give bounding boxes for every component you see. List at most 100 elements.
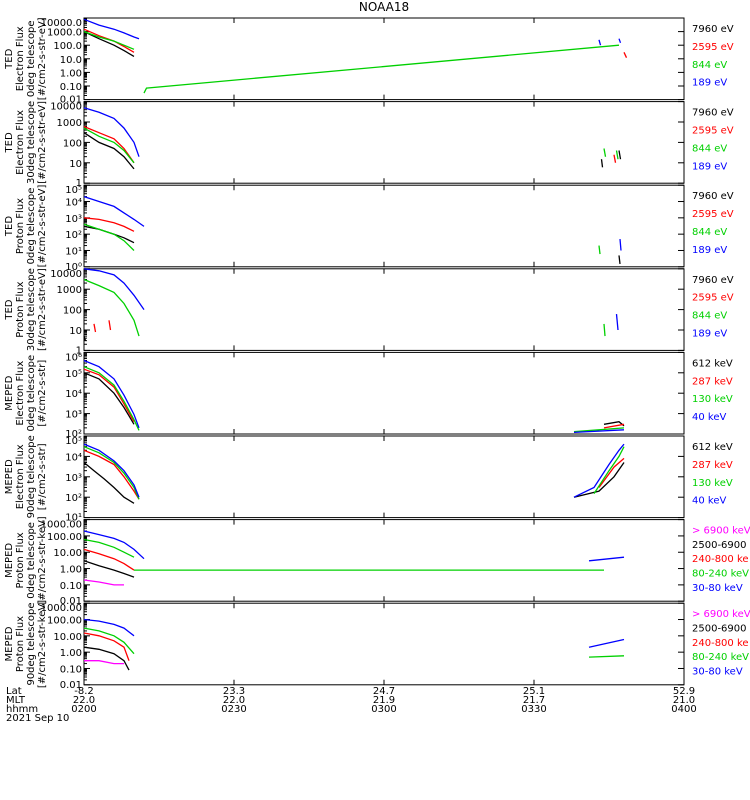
series-line-130-kev [593, 446, 625, 494]
panel-8: 0.010.101.0010.00100.001000.00MEPEDProto… [4, 600, 750, 691]
series-line-130-kev [573, 427, 625, 433]
footer-tick-label: 0330 [521, 704, 546, 715]
series-line-844-ev [83, 223, 135, 251]
legend-entry: > 6900 keV [692, 609, 750, 620]
panel-6: 10¹ 10² 10³ 10⁴ 10⁵ MEPEDElectron Flux90deg t… [4, 435, 733, 523]
legend-entry: 7960 eV [692, 275, 734, 286]
series-line-612-kev [573, 462, 625, 498]
legend-entry: 7960 eV [692, 108, 734, 119]
y-axis-label: TEDProton Flux30deg telescope[#/cm2-s-st… [4, 268, 48, 351]
y-axis-label-line: TED [4, 299, 15, 320]
series-line-7960-ev [600, 159, 604, 168]
series-line-189-ev [83, 107, 140, 157]
y-tick-label: 10¹ [65, 246, 82, 257]
y-axis-label: MEPEDElectron Flux90deg telescope[#/cm2-… [4, 435, 48, 518]
y-tick-label: 10⁶ [65, 352, 82, 363]
y-axis-label-line: [#/cm2-s-str-eV] [37, 185, 48, 268]
footer-tick-label: 0300 [371, 704, 396, 715]
panel-1: 0.010.101.0010.0100.01000.010000.0TEDEle… [4, 17, 734, 105]
legend-entry: 130 keV [692, 478, 733, 489]
series-line-130-kev [83, 446, 140, 500]
series-line-287-kev [83, 368, 135, 423]
legend-entry: 240-800 ke [692, 554, 749, 565]
y-tick-label: 1000.00 [41, 520, 82, 531]
footer-tick-label: 0400 [671, 704, 696, 715]
y-tick-label: 10¹ [65, 513, 82, 524]
series-line--6900-kev [83, 579, 124, 586]
y-tick-label: 1 [76, 178, 82, 189]
legend-entry: 80-240 keV [692, 569, 749, 580]
series-line-240-800-ke [83, 548, 135, 571]
y-axis-label-line: [#/cm2-s-str-keV] [37, 600, 48, 688]
series-line-2595-ev [108, 320, 112, 331]
y-tick-label: 1 [76, 345, 82, 356]
series-line-7960-ev [83, 31, 135, 57]
y-tick-label: 10² [65, 230, 82, 241]
y-tick-label: 0.10 [60, 664, 82, 675]
y-tick-label: 1000.0 [47, 28, 82, 39]
legend-entry: 287 keV [692, 376, 733, 387]
series-line-844-ev [143, 44, 620, 94]
series-line-2595-ev [83, 125, 135, 164]
legend-entry: 7960 eV [692, 24, 734, 35]
legend-entry: 2500-6900 [692, 540, 747, 551]
footer-tick-label: 21.0 [673, 695, 695, 706]
panel-frame [83, 268, 685, 351]
footer-tick-label: 24.7 [373, 686, 395, 697]
y-tick-label: 10000 [50, 269, 82, 280]
y-axis-label-line: [#/cm2-s-str-eV] [37, 268, 48, 351]
y-tick-label: 100.00 [47, 616, 82, 627]
series-line-30-80-kev [588, 556, 625, 562]
legend-entry: 2595 eV [692, 42, 734, 53]
y-tick-label: 0.01 [60, 680, 82, 691]
series-line-2500-6900 [83, 560, 135, 578]
series-line-2595-ev [613, 154, 617, 163]
series-line-287-kev [598, 457, 625, 488]
y-tick-label: 10000 [50, 102, 82, 113]
y-axis-label: TEDElectron Flux30deg telescope[#/cm2-s-… [4, 101, 48, 184]
y-tick-label: 100 [63, 138, 82, 149]
legend-entry: 30-80 keV [692, 666, 743, 677]
footer-date: 2021 Sep 10 [6, 713, 69, 724]
y-tick-label: 10⁰ [65, 262, 82, 273]
y-axis-label-line: Proton Flux [15, 281, 26, 337]
y-tick-label: 10000.0 [41, 18, 82, 29]
y-tick-label: 100 [63, 306, 82, 317]
panel-7: 0.010.101.0010.00100.001000.00MEPEDProto… [4, 516, 750, 607]
y-axis-label-line: [#/cm2-s-str] [37, 360, 48, 427]
series-line-844-ev [603, 148, 607, 157]
legend-entry: > 6900 keV [692, 526, 750, 537]
y-tick-label: 1000.00 [41, 603, 82, 614]
y-tick-label: 10⁴ [65, 452, 82, 463]
footer-tick-label: 25.1 [523, 686, 545, 697]
legend-entry: 40 keV [692, 496, 726, 507]
legend-entry: 844 eV [692, 311, 727, 322]
y-tick-label: 10³ [65, 214, 82, 225]
footer-row-label: hhmm [6, 704, 38, 715]
series-line-189-ev [83, 195, 145, 227]
y-tick-label: 10³ [65, 410, 82, 421]
footer-tick-label: 21.7 [523, 695, 545, 706]
series-line-287-kev [83, 449, 140, 500]
series-line-7960-ev [83, 132, 135, 170]
footer-tick-label: 21.9 [373, 695, 395, 706]
y-tick-label: 0.01 [60, 95, 82, 106]
legend-entry: 189 eV [692, 329, 727, 340]
series-line-189-ev [598, 39, 602, 46]
series-line-30-80-kev [588, 638, 625, 648]
footer-tick-label: 52.9 [673, 686, 695, 697]
series-line-40-kev [83, 359, 140, 429]
series-line-80-240-kev [588, 655, 625, 658]
panel-5: 10² 10³ 10⁴ 10⁵ 10⁶ MEPEDElectron Flux0deg te… [4, 351, 733, 440]
legend-entry: 189 eV [692, 161, 727, 172]
y-tick-label: 10³ [65, 473, 82, 484]
series-line-844-ev [615, 150, 619, 160]
y-axis-label-line: TED [4, 216, 15, 237]
legend-entry: 287 keV [692, 460, 733, 471]
series-line-287-kev [603, 423, 625, 429]
series-line-189-ev [618, 38, 622, 44]
y-axis-label-line: 0deg telescope [26, 355, 37, 432]
y-axis-label-line: Electron Flux [15, 26, 26, 91]
y-axis-label-line: MEPED [4, 375, 15, 410]
y-axis-label-line: Electron Flux [15, 110, 26, 175]
